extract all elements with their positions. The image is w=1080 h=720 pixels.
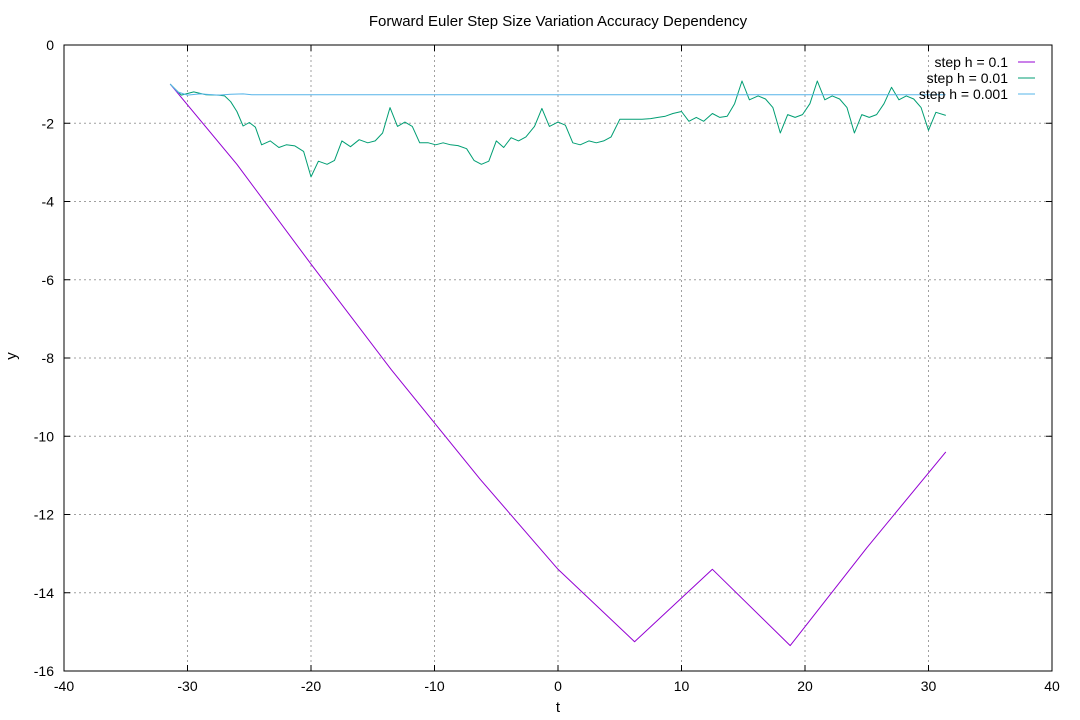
plot-frame bbox=[63, 44, 1053, 672]
grid bbox=[64, 45, 1052, 671]
y-axis-label: y bbox=[3, 352, 20, 360]
series-line-1 bbox=[169, 83, 947, 647]
y-tick-label: -12 bbox=[34, 507, 54, 523]
series-group bbox=[169, 80, 947, 647]
series-line-2 bbox=[169, 80, 946, 178]
x-tick-label: 20 bbox=[797, 678, 813, 694]
x-axis-label: t bbox=[556, 699, 561, 716]
x-tick-label: -20 bbox=[301, 678, 321, 694]
x-tick-label: -40 bbox=[54, 678, 74, 694]
x-tick-label: -30 bbox=[177, 678, 197, 694]
series-line-3 bbox=[169, 83, 946, 96]
axis-ticks: -40 -30 -20 -10 0 10 20 30 40 0 -2 -4 -6 -8 -10 -12 -14 -… bbox=[34, 37, 1060, 694]
chart-title: Forward Euler Step Size Variation Accura… bbox=[369, 13, 748, 30]
y-tick-label: -10 bbox=[34, 428, 54, 444]
y-tick-label: 0 bbox=[46, 37, 54, 53]
legend-label: step h = 0.1 bbox=[934, 54, 1008, 70]
x-tick-label: 10 bbox=[674, 678, 690, 694]
y-tick-label: -8 bbox=[42, 350, 55, 366]
y-tick-label: -14 bbox=[34, 585, 54, 601]
x-tick-label: 40 bbox=[1044, 678, 1060, 694]
y-tick-label: -16 bbox=[34, 663, 54, 679]
legend-label: step h = 0.001 bbox=[919, 86, 1008, 102]
legend-label: step h = 0.01 bbox=[927, 70, 1009, 86]
x-tick-label: 30 bbox=[921, 678, 937, 694]
y-tick-label: -4 bbox=[42, 194, 55, 210]
y-tick-label: -2 bbox=[42, 115, 55, 131]
x-tick-label: 0 bbox=[554, 678, 562, 694]
x-tick-label: -10 bbox=[424, 678, 444, 694]
y-tick-label: -6 bbox=[42, 272, 55, 288]
